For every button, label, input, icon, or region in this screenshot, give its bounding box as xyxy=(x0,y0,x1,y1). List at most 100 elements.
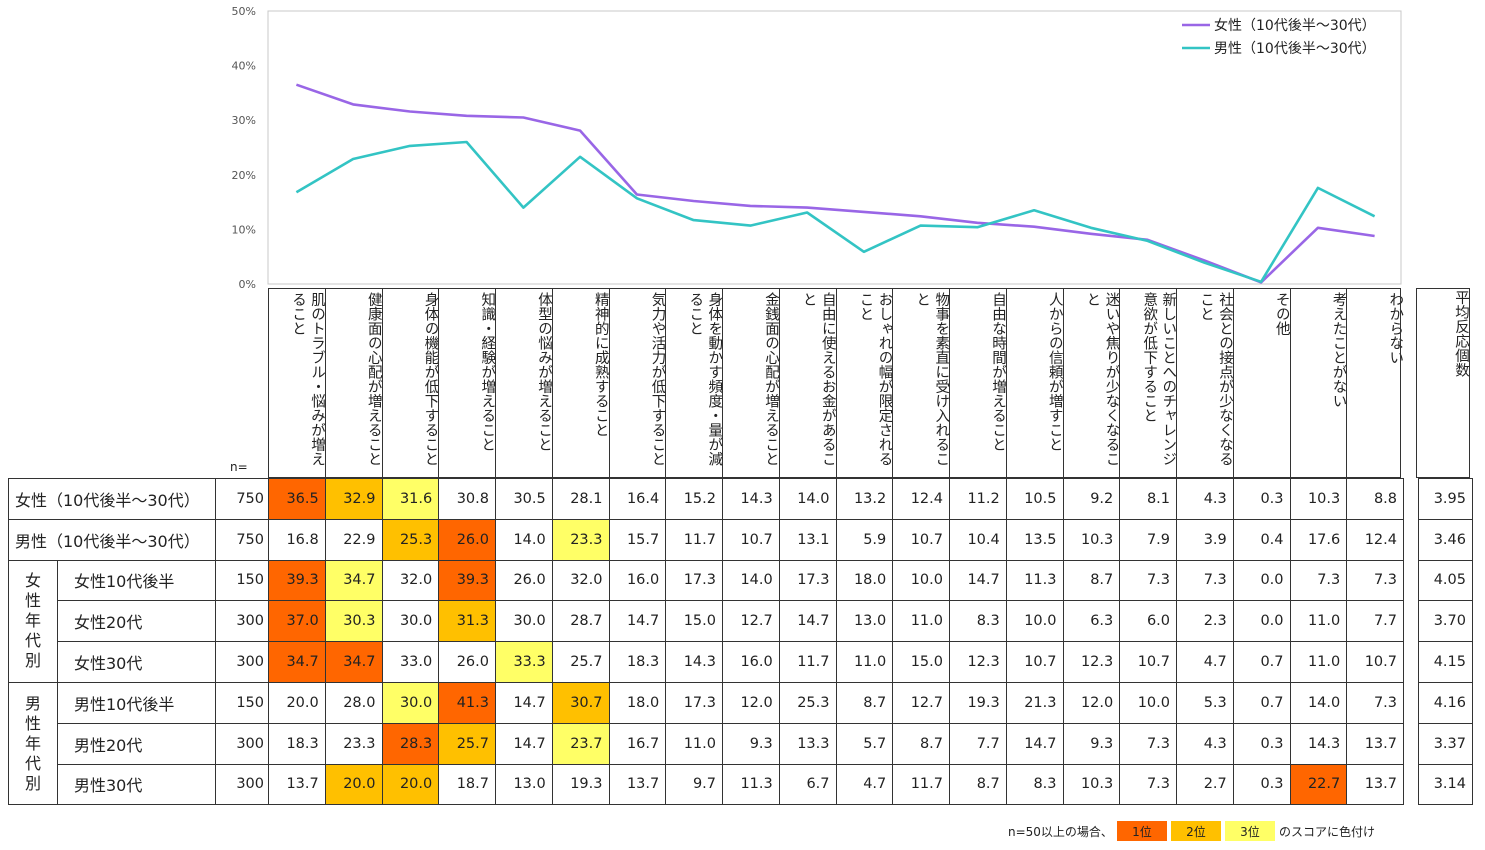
data-cell: 10.7 xyxy=(1005,641,1064,683)
data-cell: 12.0 xyxy=(1062,681,1121,724)
data-cell: 10.0 xyxy=(1119,681,1177,724)
column-gap xyxy=(1404,479,1419,520)
column-divider xyxy=(382,288,383,478)
row-label: 男性20代 xyxy=(57,722,216,765)
data-cell: 16.4 xyxy=(608,478,667,520)
data-cell: 28.0 xyxy=(324,681,383,724)
data-cell: 31.6 xyxy=(381,478,440,520)
rank2-swatch: 2位 xyxy=(1170,821,1221,841)
category-label: 体型の悩みが増えること xyxy=(536,292,552,452)
data-cell: 23.7 xyxy=(551,722,610,765)
table-row: 女性30代 300 34.7 34.7 33.0 26.0 33.3 25.7 18.3 14.3… xyxy=(9,641,1473,683)
category-label: 社会との接点が少なくなること xyxy=(1198,292,1233,466)
data-cell: 16.0 xyxy=(608,559,667,602)
column-divider xyxy=(892,288,893,478)
data-cell: 12.3 xyxy=(949,641,1007,683)
table-row: 男性20代 300 18.3 23.3 28.3 25.7 14.7 23.7 16.7 11.0… xyxy=(9,722,1473,765)
sample-size: 300 xyxy=(215,722,269,765)
data-cell: 26.0 xyxy=(438,641,496,683)
line-chart: 0% 10% 20% 30% 40% 50% 女性（10代後半～30代） 男性（10代後半～3… xyxy=(232,5,1402,290)
data-cell: 30.0 xyxy=(495,600,553,643)
data-cell: 17.6 xyxy=(1289,518,1348,561)
data-cell: 2.3 xyxy=(1176,600,1234,643)
data-cell: 4.7 xyxy=(1176,641,1234,683)
series-line-0 xyxy=(295,83,1375,284)
data-cell: 10.3 xyxy=(1289,478,1348,520)
category-label: 自由に使えるお金があること xyxy=(800,292,836,466)
row-label: 女性（10代後半～30代） xyxy=(8,478,216,520)
data-cell: 39.3 xyxy=(438,559,496,602)
row-label: 女性30代 xyxy=(57,641,216,683)
y-tick-label: 20% xyxy=(232,169,256,182)
column-divider xyxy=(1346,288,1347,478)
column-divider xyxy=(779,288,780,478)
data-cell: 8.1 xyxy=(1119,478,1177,520)
category-label: 自由な時間が増えること xyxy=(990,292,1006,452)
y-tick-label: 10% xyxy=(232,223,256,236)
data-cell: 6.7 xyxy=(778,763,837,806)
category-label: 気力や活力が低下すること xyxy=(649,292,666,466)
data-cell: 9.3 xyxy=(1062,722,1121,765)
data-cell: 18.3 xyxy=(608,641,667,683)
data-cell: 8.7 xyxy=(1062,559,1121,602)
data-cell: 16.0 xyxy=(722,641,780,683)
data-cell: 4.3 xyxy=(1176,478,1234,520)
column-divider xyxy=(665,288,666,478)
data-cell: 10.3 xyxy=(1062,518,1121,561)
data-cell: 10.0 xyxy=(892,559,950,602)
category-label: その他 xyxy=(1273,292,1290,336)
table-row: 男性30代 300 13.7 20.0 20.0 18.7 13.0 19.3 13.7 9.7 1… xyxy=(9,763,1473,806)
column-divider xyxy=(1176,288,1177,478)
data-cell: 14.0 xyxy=(495,518,553,561)
data-cell: 14.3 xyxy=(665,641,723,683)
avg-response-count: 4.15 xyxy=(1418,641,1473,683)
sample-size: 150 xyxy=(215,559,269,602)
data-cell: 12.4 xyxy=(1346,518,1404,561)
data-cell: 33.3 xyxy=(495,641,553,683)
data-cell: 8.7 xyxy=(835,681,894,724)
data-cell: 0.0 xyxy=(1232,600,1291,643)
data-cell: 10.5 xyxy=(1005,478,1064,520)
category-label: 新しいことへのチャレンジ意欲が低下すること xyxy=(1141,292,1177,466)
sample-size: 750 xyxy=(215,478,269,520)
data-cell: 21.3 xyxy=(1005,681,1064,724)
color-legend-note: n=50以上の場合、 1位 2位 3位 のスコアに色付け xyxy=(1008,821,1375,841)
legend-entry: 男性（10代後半～30代） xyxy=(1214,41,1376,57)
data-cell: 14.7 xyxy=(1005,722,1064,765)
column-divider xyxy=(325,288,326,478)
data-cell: 12.0 xyxy=(722,681,780,724)
data-cell: 7.3 xyxy=(1176,559,1234,602)
data-cell: 19.3 xyxy=(551,763,610,806)
data-cell: 9.2 xyxy=(1062,478,1121,520)
note-prefix: n=50以上の場合、 xyxy=(1008,824,1113,839)
data-cell: 18.0 xyxy=(835,559,894,602)
column-divider xyxy=(495,288,496,478)
data-cell: 8.7 xyxy=(949,763,1007,806)
row-label: 女性10代後半 xyxy=(57,559,216,602)
data-cell: 7.9 xyxy=(1119,518,1177,561)
data-cell: 12.3 xyxy=(1062,641,1121,683)
table-row: 女性20代 300 37.0 30.3 30.0 31.3 30.0 28.7 14.7 15.0… xyxy=(9,600,1473,643)
data-cell: 13.2 xyxy=(835,478,894,520)
row-label: 男性10代後半 xyxy=(57,681,216,724)
category-label: 人からの信頼が増すこと xyxy=(1046,292,1063,452)
rank3-swatch: 3位 xyxy=(1224,821,1275,841)
data-cell: 13.7 xyxy=(1346,722,1404,765)
data-cell: 14.0 xyxy=(722,559,780,602)
data-cell: 25.3 xyxy=(778,681,837,724)
data-cell: 25.3 xyxy=(381,518,440,561)
data-cell: 6.0 xyxy=(1119,600,1177,643)
data-cell: 16.8 xyxy=(268,518,326,561)
avg-response-count: 4.05 xyxy=(1418,559,1473,602)
data-cell: 20.0 xyxy=(268,681,326,724)
data-cell: 0.3 xyxy=(1232,722,1291,765)
avg-response-count: 3.14 xyxy=(1418,763,1473,806)
note-suffix: のスコアに色付け xyxy=(1278,824,1375,839)
column-gap xyxy=(1404,519,1419,560)
data-cell: 23.3 xyxy=(324,722,383,765)
category-label: 肌のトラブル・悩みが増えること xyxy=(290,292,325,466)
data-cell: 30.0 xyxy=(381,681,440,724)
data-cell: 8.3 xyxy=(1005,763,1064,806)
data-cell: 23.3 xyxy=(551,518,610,561)
avg-response-count: 3.70 xyxy=(1418,600,1473,643)
